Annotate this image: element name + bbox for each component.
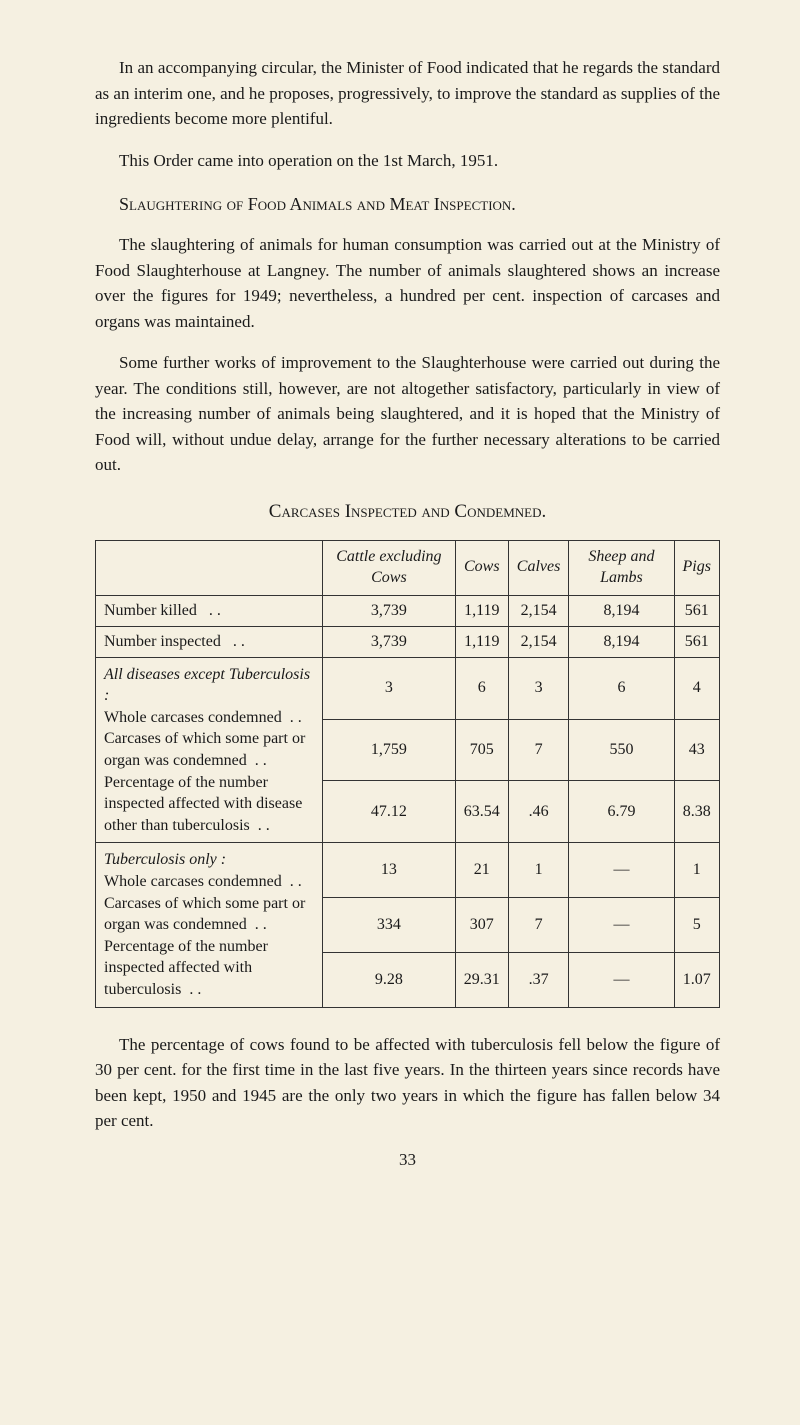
cell: 9.28: [323, 952, 456, 1007]
cell: .37: [508, 952, 569, 1007]
col-header-sheep: Sheep and Lambs: [569, 541, 674, 596]
cell: 561: [674, 626, 719, 657]
col-header-cattle: Cattle excluding Cows: [323, 541, 456, 596]
cell: 6: [455, 657, 508, 719]
cell: 29.31: [455, 952, 508, 1007]
cell: 47.12: [323, 781, 456, 843]
document-page: In an accompanying circular, the Ministe…: [0, 0, 800, 1210]
table-row: Tuberculosis only : Whole carcases conde…: [96, 843, 720, 898]
cell: 2,154: [508, 595, 569, 626]
paragraph-slaughtering-1: The slaughtering of animals for human co…: [95, 232, 720, 334]
page-number: 33: [95, 1150, 720, 1170]
col-header-blank: [96, 541, 323, 596]
cell: 307: [455, 898, 508, 953]
cell: 3,739: [323, 626, 456, 657]
cell: 8.38: [674, 781, 719, 843]
cell: 550: [569, 719, 674, 781]
table-row: All diseases except Tuberculosis : Whole…: [96, 657, 720, 719]
cell: 63.54: [455, 781, 508, 843]
paragraph-slaughtering-2: Some further works of improvement to the…: [95, 350, 720, 478]
row-label-killed: Number killed . .: [96, 595, 323, 626]
paragraph-intro-1: In an accompanying circular, the Ministe…: [95, 55, 720, 132]
cell: 7: [508, 719, 569, 781]
col-header-calves: Calves: [508, 541, 569, 596]
carcases-table: Cattle excluding Cows Cows Calves Sheep …: [95, 540, 720, 1008]
row-label-inspected: Number inspected . .: [96, 626, 323, 657]
row-group-all-diseases: All diseases except Tuberculosis : Whole…: [96, 657, 323, 843]
cell: 334: [323, 898, 456, 953]
col-header-cows: Cows: [455, 541, 508, 596]
cell: 21: [455, 843, 508, 898]
cell: 5: [674, 898, 719, 953]
paragraph-conclusion: The percentage of cows found to be affec…: [95, 1032, 720, 1134]
table-header-row: Cattle excluding Cows Cows Calves Sheep …: [96, 541, 720, 596]
table-row: Number killed . . 3,739 1,119 2,154 8,19…: [96, 595, 720, 626]
table-row: Number inspected . . 3,739 1,119 2,154 8…: [96, 626, 720, 657]
cell: 7: [508, 898, 569, 953]
cell: 705: [455, 719, 508, 781]
table-title: Carcases Inspected and Condemned.: [95, 498, 720, 527]
cell: 1,119: [455, 626, 508, 657]
cell: 3: [508, 657, 569, 719]
cell: 2,154: [508, 626, 569, 657]
cell: 13: [323, 843, 456, 898]
section-heading-slaughtering: Slaughtering of Food Animals and Meat In…: [95, 191, 720, 218]
cell: 561: [674, 595, 719, 626]
cell: 1,119: [455, 595, 508, 626]
cell: 3,739: [323, 595, 456, 626]
cell: 4: [674, 657, 719, 719]
row-group-tuberculosis: Tuberculosis only : Whole carcases conde…: [96, 843, 323, 1007]
cell: 8,194: [569, 626, 674, 657]
cell: 1.07: [674, 952, 719, 1007]
cell: —: [569, 952, 674, 1007]
cell: 3: [323, 657, 456, 719]
cell: 1: [674, 843, 719, 898]
cell: 8,194: [569, 595, 674, 626]
paragraph-intro-2: This Order came into operation on the 1s…: [95, 148, 720, 174]
cell: 1,759: [323, 719, 456, 781]
cell: 6: [569, 657, 674, 719]
cell: —: [569, 898, 674, 953]
cell: 6.79: [569, 781, 674, 843]
cell: 1: [508, 843, 569, 898]
cell: —: [569, 843, 674, 898]
cell: 43: [674, 719, 719, 781]
cell: .46: [508, 781, 569, 843]
col-header-pigs: Pigs: [674, 541, 719, 596]
